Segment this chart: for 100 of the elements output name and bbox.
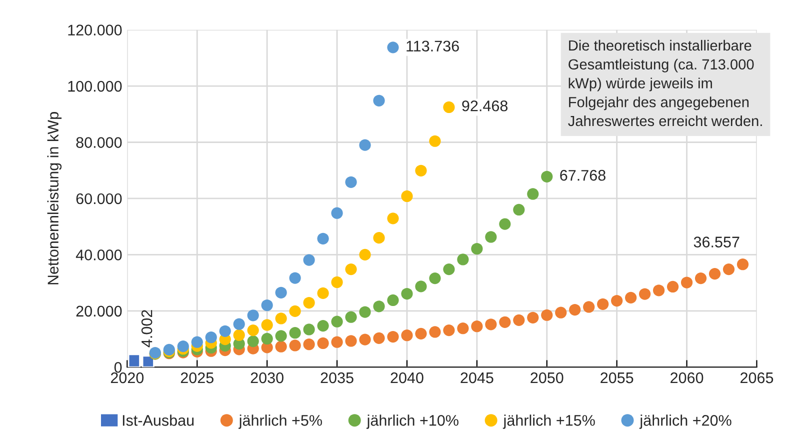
point — [275, 340, 287, 352]
point — [233, 329, 245, 341]
point — [359, 306, 371, 318]
point — [317, 320, 329, 332]
point — [457, 254, 469, 266]
point — [708, 268, 721, 280]
point — [373, 332, 385, 344]
point — [373, 300, 385, 312]
point — [275, 286, 287, 298]
y-tick-label: 80.000 — [76, 137, 122, 148]
point — [359, 334, 371, 346]
point — [387, 212, 399, 224]
x-tick-label: 2050 — [530, 372, 564, 384]
point — [680, 276, 693, 288]
point — [205, 332, 217, 344]
point — [443, 263, 455, 276]
point — [513, 204, 525, 216]
point — [275, 330, 287, 342]
point — [541, 170, 553, 182]
point — [666, 280, 679, 293]
point — [331, 207, 343, 219]
point — [331, 316, 343, 328]
point — [289, 305, 301, 317]
x-tick-label: 2035 — [320, 372, 354, 384]
y-tick-label: 100.000 — [68, 80, 122, 92]
point — [317, 232, 329, 244]
point — [415, 328, 427, 340]
point — [401, 330, 413, 342]
point — [317, 337, 329, 350]
y-tick-label: 0 — [114, 362, 122, 373]
point — [457, 322, 469, 334]
annotation: Die theoretisch installierbare Gesamtleistung (ca. 713.000 kWp) würde jeweils im Folgejahr des angegebenen Jahreswertes erreicht werden. — [568, 40, 762, 126]
y-axis-title: Nettonennleistung in kWp — [47, 112, 62, 284]
x-tick-label: 2020 — [110, 372, 144, 384]
point — [485, 231, 497, 243]
point — [443, 324, 455, 336]
legend-label: Ist-Ausbau — [122, 414, 194, 426]
y-tick-label: 20.000 — [76, 306, 122, 317]
point — [569, 304, 581, 316]
point — [261, 332, 273, 345]
annotation: 92.468 — [462, 100, 508, 112]
point — [219, 325, 231, 337]
point — [471, 320, 483, 332]
point — [373, 232, 385, 244]
point — [289, 327, 301, 339]
x-tick-label: 2060 — [670, 372, 704, 384]
point — [387, 330, 399, 343]
point — [611, 294, 623, 307]
point — [583, 301, 595, 313]
point — [345, 335, 357, 347]
point — [177, 340, 189, 352]
point — [303, 296, 315, 309]
point — [303, 254, 315, 266]
point — [289, 272, 301, 284]
legend-label: jährlich +10% — [366, 414, 458, 429]
point — [275, 312, 287, 324]
annotation: 4.002 — [141, 310, 152, 348]
x-tick-label: 2065 — [740, 372, 774, 384]
point — [247, 324, 259, 336]
y-tick-label: 60.000 — [76, 193, 122, 204]
point — [331, 276, 343, 288]
point — [345, 311, 357, 323]
point — [429, 326, 441, 338]
point — [289, 340, 301, 352]
point — [261, 319, 273, 331]
point — [736, 258, 749, 270]
point — [191, 336, 203, 348]
x-tick-label: 2045 — [460, 372, 494, 384]
point — [247, 310, 259, 322]
point — [359, 248, 371, 260]
point — [303, 324, 315, 336]
point — [429, 272, 441, 284]
point — [233, 318, 245, 330]
point — [527, 312, 539, 324]
point — [317, 287, 329, 300]
point — [331, 336, 343, 348]
x-tick-label: 2055 — [600, 372, 634, 384]
point — [415, 164, 427, 176]
annotation: 113.736 — [406, 40, 459, 52]
x-tick-label: 2040 — [390, 372, 424, 384]
point — [429, 135, 441, 147]
point — [359, 139, 371, 151]
point — [345, 263, 357, 276]
y-tick-label: 40.000 — [76, 250, 122, 260]
point — [387, 42, 399, 54]
annotation: 36.557 — [694, 236, 740, 248]
point — [527, 188, 539, 200]
point — [303, 338, 315, 350]
y-tick-label: 120.000 — [68, 24, 122, 36]
point — [625, 292, 637, 304]
legend-label: jährlich +5% — [238, 414, 322, 429]
point — [261, 299, 273, 312]
point — [652, 284, 665, 296]
point — [247, 335, 259, 348]
legend-label: jährlich +15% — [502, 414, 595, 429]
point — [555, 306, 567, 318]
point — [443, 101, 455, 114]
annotation: 67.768 — [560, 170, 606, 181]
point — [597, 298, 609, 310]
point — [401, 190, 413, 202]
